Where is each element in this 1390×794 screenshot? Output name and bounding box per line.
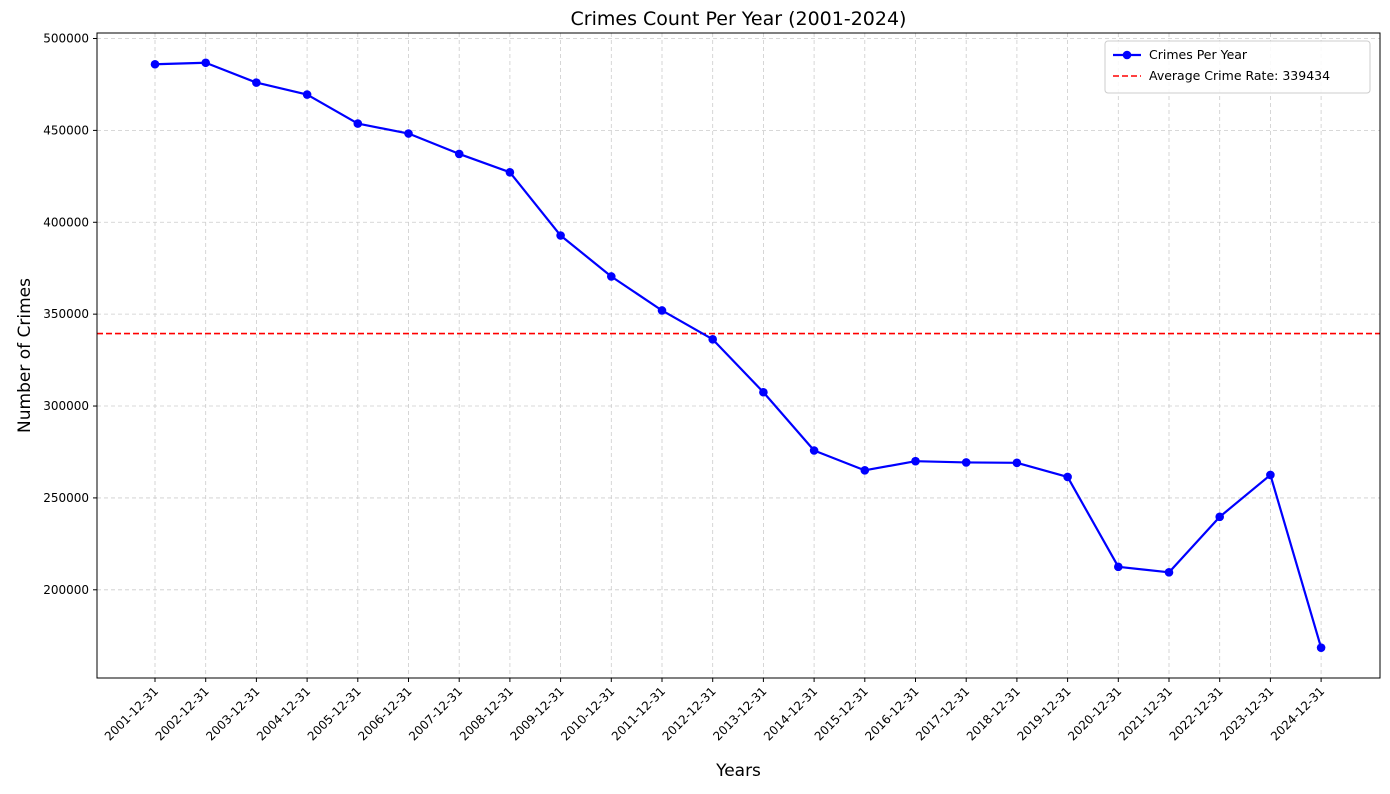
legend-series-label: Crimes Per Year — [1149, 47, 1248, 62]
data-point — [1164, 568, 1174, 577]
y-tick-label: 400000 — [43, 215, 89, 229]
y-tick-label: 500000 — [43, 32, 89, 46]
data-point — [556, 231, 565, 240]
data-point — [1215, 512, 1224, 522]
series-line — [154, 61, 1323, 648]
data-point — [252, 78, 261, 87]
data-point — [1063, 472, 1072, 482]
data-point — [607, 272, 616, 281]
data-point — [454, 149, 464, 159]
data-point — [1114, 562, 1123, 572]
x-tick-label: 2024-12-31 — [1268, 684, 1327, 743]
data-point — [1266, 470, 1275, 480]
x-axis-label: Years — [715, 761, 761, 781]
data-point — [911, 456, 920, 466]
data-point — [759, 387, 768, 397]
data-point — [860, 466, 870, 475]
y-tick-label: 250000 — [43, 491, 89, 505]
y-tick-label: 350000 — [43, 307, 89, 321]
plot-frame — [96, 32, 1381, 679]
chart-title: Crimes Count Per Year (2001-2024) — [571, 8, 907, 30]
data-point — [150, 59, 160, 69]
legend-box — [1104, 40, 1371, 94]
legend-average-label: Average Crime Rate: 339434 — [1149, 68, 1330, 83]
data-point — [353, 119, 363, 128]
data-point — [505, 167, 515, 177]
y-tick-label: 300000 — [43, 399, 89, 413]
data-point — [708, 335, 717, 344]
data-point — [809, 446, 819, 455]
data-point — [1316, 643, 1326, 652]
data-point — [302, 90, 312, 99]
data-point — [961, 458, 971, 467]
data-point — [657, 306, 667, 315]
y-tick-label: 450000 — [43, 123, 89, 137]
legend-series-marker — [1122, 50, 1132, 60]
data-point — [1012, 458, 1022, 468]
y-tick-label: 200000 — [43, 583, 89, 597]
data-point — [404, 129, 413, 138]
plot-area — [97, 33, 1380, 678]
y-axis-label: Number of Crimes — [15, 278, 35, 433]
data-point — [201, 58, 210, 68]
